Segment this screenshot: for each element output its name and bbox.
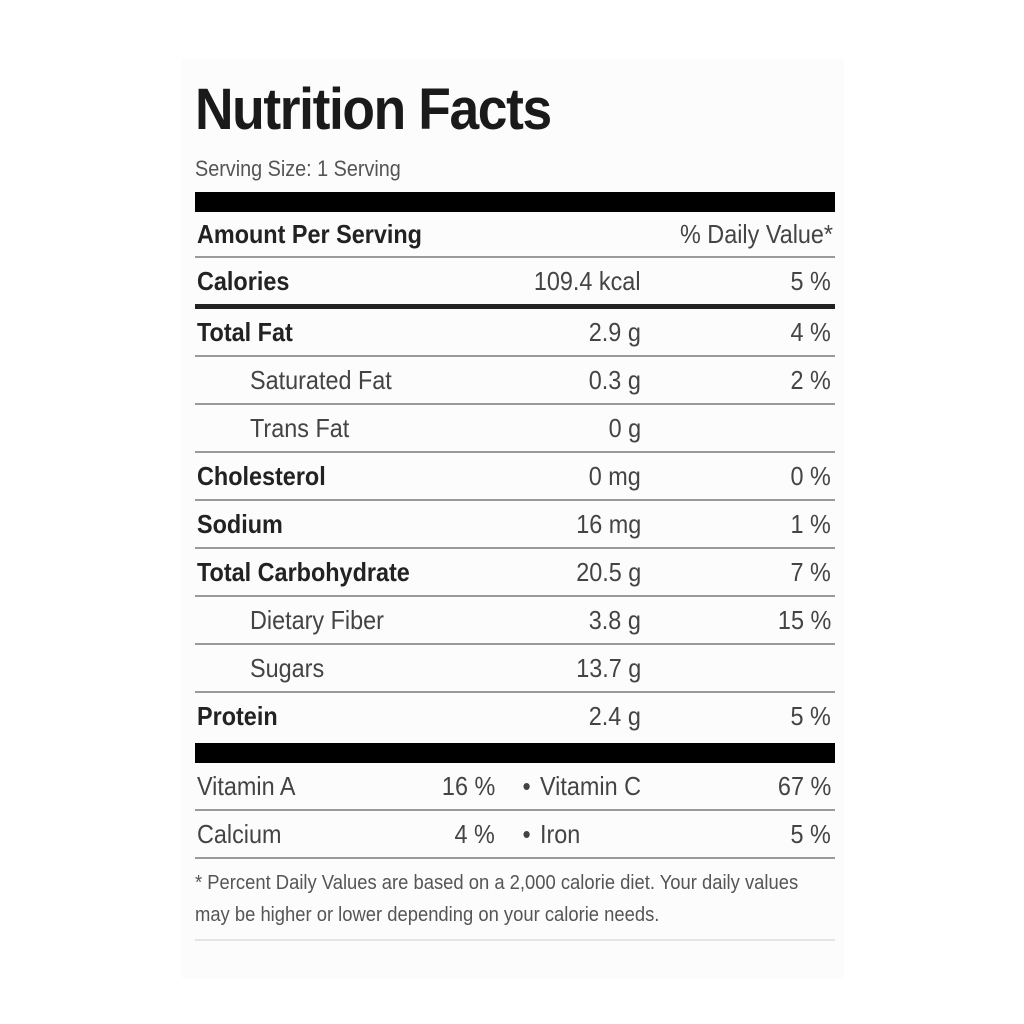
nutrient-daily-value: 2 % <box>790 365 831 395</box>
nutrition-label: Nutrition Facts Serving Size: 1 Serving … <box>195 78 835 941</box>
footnote-text: * Percent Daily Values are based on a 2,… <box>195 872 799 926</box>
nutrient-name: Sodium <box>197 509 283 539</box>
thick-divider-bottom <box>195 743 835 763</box>
vitamin-percent: 67 % <box>777 771 831 801</box>
nutrient-name: Trans Fat <box>250 413 350 443</box>
vitamin-percent: 16 % <box>441 771 495 801</box>
nutrient-daily-value: 0 % <box>790 461 831 491</box>
mineral-percent: 4 % <box>454 819 495 849</box>
thick-divider-top <box>195 192 835 212</box>
vitamin-name: Vitamin A <box>197 771 296 801</box>
nutrient-row-calories: Calories 109.4 kcal 5 % <box>195 258 835 309</box>
label-title: Nutrition Facts <box>195 77 552 142</box>
nutrient-row-protein: Protein 2.4 g 5 % <box>195 693 835 739</box>
vitamin-name: Vitamin C <box>540 771 642 801</box>
bullet-separator: • <box>522 771 531 801</box>
vitamin-row-calcium-iron: Calcium 4 % • Iron 5 % <box>195 811 835 859</box>
nutrient-name: Total Fat <box>197 317 293 347</box>
nutrient-row-trans-fat: Trans Fat 0 g <box>195 405 835 453</box>
nutrient-row-total-fat: Total Fat 2.9 g 4 % <box>195 309 835 357</box>
nutrient-row-sodium: Sodium 16 mg 1 % <box>195 501 835 549</box>
mineral-name: Iron <box>540 819 581 849</box>
nutrient-amount: 16 mg <box>575 509 641 539</box>
nutrient-row-dietary-fiber: Dietary Fiber 3.8 g 15 % <box>195 597 835 645</box>
nutrient-amount: 109.4 kcal <box>534 266 641 296</box>
nutrient-name: Sugars <box>250 653 325 683</box>
nutrient-name: Cholesterol <box>197 461 326 491</box>
nutrient-amount: 2.4 g <box>588 701 641 731</box>
nutrient-daily-value: 1 % <box>790 509 831 539</box>
mineral-name: Calcium <box>197 819 282 849</box>
nutrient-row-saturated-fat: Saturated Fat 0.3 g 2 % <box>195 357 835 405</box>
nutrient-daily-value: 7 % <box>790 557 831 587</box>
nutrient-name: Protein <box>197 701 278 731</box>
nutrient-amount: 20.5 g <box>575 557 641 587</box>
nutrient-daily-value: 4 % <box>790 317 831 347</box>
nutrient-amount: 13.7 g <box>575 653 641 683</box>
nutrient-amount: 3.8 g <box>588 605 641 635</box>
nutrient-amount: 0 g <box>608 413 641 443</box>
header-row: Amount Per Serving % Daily Value* <box>195 212 835 258</box>
nutrient-row-total-carbohydrate: Total Carbohydrate 20.5 g 7 % <box>195 549 835 597</box>
nutrient-daily-value: 5 % <box>790 701 831 731</box>
nutrient-daily-value: 5 % <box>790 266 831 296</box>
nutrient-amount: 2.9 g <box>588 317 641 347</box>
serving-size: Serving Size: 1 Serving <box>195 156 401 181</box>
nutrient-name: Calories <box>197 266 290 296</box>
nutrient-amount: 0 mg <box>588 461 641 491</box>
nutrient-name: Saturated Fat <box>250 365 392 395</box>
daily-value-header: % Daily Value* <box>679 219 833 249</box>
nutrient-row-sugars: Sugars 13.7 g <box>195 645 835 693</box>
nutrient-name: Dietary Fiber <box>250 605 384 635</box>
footnote: * Percent Daily Values are based on a 2,… <box>195 867 835 941</box>
nutrient-amount: 0.3 g <box>588 365 641 395</box>
mineral-percent: 5 % <box>790 819 831 849</box>
vitamin-row-a-c: Vitamin A 16 % • Vitamin C 67 % <box>195 763 835 811</box>
nutrient-row-cholesterol: Cholesterol 0 mg 0 % <box>195 453 835 501</box>
amount-per-serving-label: Amount Per Serving <box>197 219 422 249</box>
nutrient-daily-value: 15 % <box>777 605 831 635</box>
bullet-separator: • <box>522 819 531 849</box>
nutrient-name: Total Carbohydrate <box>197 557 410 587</box>
